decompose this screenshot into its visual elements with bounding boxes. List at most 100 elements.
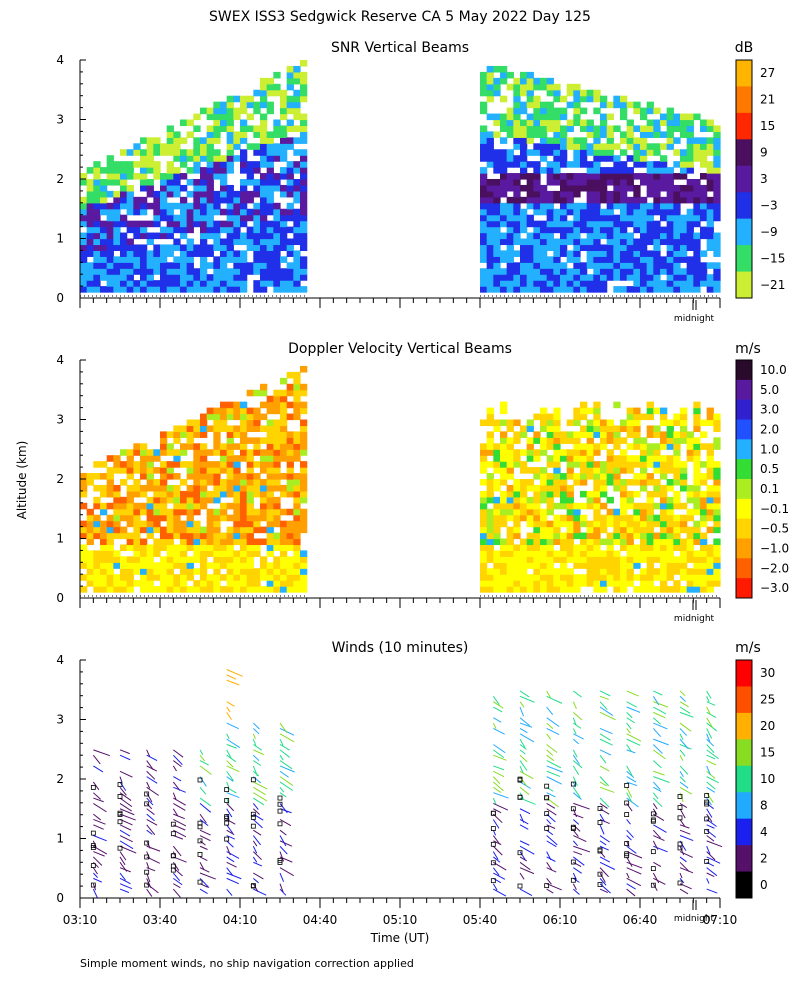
snr-cell (286, 262, 294, 269)
snr-cell (213, 274, 221, 281)
snr-cell (506, 262, 514, 269)
doppler-cell (613, 443, 621, 450)
doppler-cell (260, 389, 268, 397)
snr-cell (253, 184, 261, 192)
snr-cell (213, 131, 221, 138)
doppler-cell (666, 425, 674, 432)
doppler-cell (246, 574, 254, 581)
doppler-cell (226, 538, 234, 546)
doppler-cell (600, 425, 608, 432)
snr-cell (566, 119, 574, 127)
snr-cell (513, 286, 521, 293)
doppler-cell (280, 538, 288, 546)
doppler-cell (593, 526, 601, 534)
doppler-cell (180, 508, 188, 516)
doppler-cell (613, 556, 621, 563)
doppler-cell (546, 562, 554, 569)
doppler-cell (706, 568, 714, 575)
doppler-cell (493, 508, 501, 516)
snr-cell (693, 286, 701, 293)
wind-barb (226, 861, 237, 868)
doppler-cell (600, 473, 608, 480)
doppler-cell (206, 449, 214, 456)
snr-cell (300, 238, 308, 246)
wind-barb (546, 695, 563, 704)
snr-cell (300, 179, 308, 186)
snr-cell (233, 137, 241, 144)
doppler-cell (266, 496, 274, 504)
snr-cell (640, 226, 648, 234)
doppler-cell (180, 562, 188, 569)
doppler-cell (100, 490, 108, 498)
doppler-cell (680, 413, 688, 421)
calm-marker (677, 880, 683, 886)
doppler-cell (560, 455, 568, 462)
snr-cell (553, 226, 561, 234)
snr-cell (613, 167, 621, 174)
snr-cell (166, 220, 174, 228)
doppler-cell (566, 473, 574, 480)
doppler-cell (186, 490, 194, 498)
snr-cell (686, 280, 694, 287)
doppler-cell (486, 449, 494, 456)
doppler-cell (646, 562, 654, 569)
wind-barb (252, 803, 259, 810)
wind-barb (493, 744, 506, 754)
wind-barb (546, 819, 552, 825)
snr-cell (646, 184, 654, 192)
doppler-cell (293, 371, 301, 379)
doppler-cell (293, 473, 301, 480)
doppler-cell (286, 490, 294, 498)
snr-cell (293, 77, 301, 85)
doppler-cell (573, 437, 581, 444)
snr-cell (680, 196, 688, 204)
snr-cell (273, 71, 281, 79)
snr-cell (100, 202, 108, 210)
doppler-cell (226, 425, 234, 432)
doppler-cell (506, 419, 514, 427)
snr-cell (480, 268, 488, 275)
wind-barb (546, 808, 557, 816)
doppler-cell (653, 407, 661, 415)
snr-cell (553, 89, 561, 97)
snr-cell (226, 190, 234, 198)
wind-barb (279, 738, 284, 746)
doppler-cell (546, 461, 554, 468)
snr-cell (93, 179, 101, 186)
snr-cell (553, 179, 561, 186)
snr-cell (206, 149, 214, 156)
snr-cell (233, 196, 241, 204)
doppler-cell (693, 413, 701, 421)
snr-cell (626, 173, 634, 180)
doppler-cell (500, 437, 508, 444)
snr-cell (140, 262, 148, 269)
doppler-cell (240, 496, 248, 504)
doppler-cell (86, 568, 94, 575)
calm-marker (197, 777, 203, 783)
snr-cell (293, 167, 301, 174)
doppler-cell (560, 514, 568, 522)
doppler-cell (226, 407, 234, 415)
x-tick-label: 06:10 (543, 913, 578, 927)
doppler-cell (553, 568, 561, 575)
doppler-cell (180, 443, 188, 450)
doppler-cell (540, 419, 548, 427)
calm-marker (677, 805, 683, 810)
y-tick-label: 4 (56, 653, 64, 667)
colorbar-swatch (736, 419, 752, 440)
doppler-cell (666, 502, 674, 510)
snr-cell (240, 286, 248, 293)
snr-cell (566, 143, 574, 150)
wind-barb (173, 829, 187, 838)
snr-cell (293, 190, 301, 198)
snr-cell (540, 107, 548, 115)
doppler-cell (93, 520, 101, 528)
snr-cell (633, 107, 641, 115)
doppler-cell (620, 419, 628, 427)
wind-barb (706, 765, 711, 776)
doppler-cell (173, 431, 181, 438)
snr-cell (586, 274, 594, 281)
wind-barb (226, 706, 231, 713)
doppler-cell (286, 520, 294, 528)
snr-cell (186, 268, 194, 275)
